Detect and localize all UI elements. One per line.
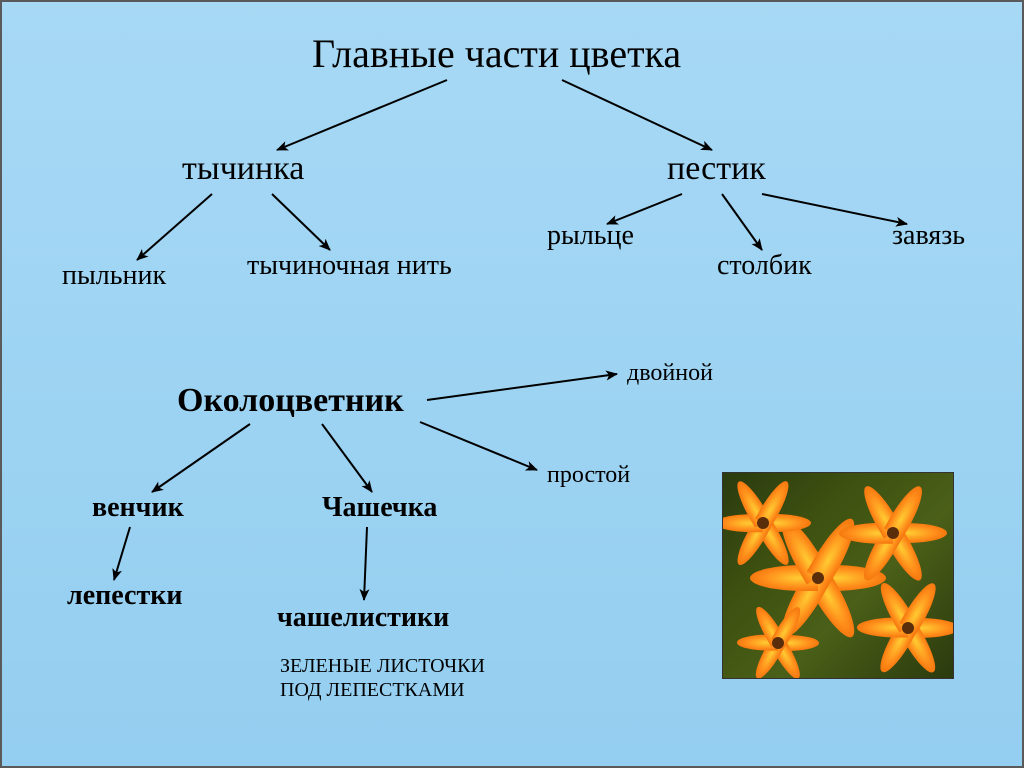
node-chashechka: Чашечка xyxy=(322,492,437,524)
node-zavyaz: завязь xyxy=(892,220,965,252)
slide-title: Главные части цветка xyxy=(312,30,681,77)
arrow-3 xyxy=(272,194,330,250)
slide-canvas: Главные части цветка тычинка пестик пыльни… xyxy=(0,0,1024,768)
flower-center xyxy=(812,572,824,584)
arrow-6 xyxy=(762,194,907,224)
node-dvoynoy: двойной xyxy=(627,360,713,387)
arrow-10 xyxy=(420,422,537,470)
flower-center xyxy=(772,637,784,649)
node-caption1: ЗЕЛЕНЫЕ ЛИСТОЧКИ xyxy=(280,654,485,678)
flower-center xyxy=(757,517,769,529)
node-pylnik: пыльник xyxy=(62,260,166,292)
arrow-5 xyxy=(722,194,762,250)
node-stolbik: столбик xyxy=(717,250,812,282)
arrow-7 xyxy=(427,374,617,400)
arrow-8 xyxy=(152,424,250,492)
arrow-1 xyxy=(562,80,712,150)
node-prostoy: простой xyxy=(547,462,630,489)
node-ryltse: рыльце xyxy=(547,220,634,252)
node-okolo: Околоцветник xyxy=(177,382,404,420)
arrow-9 xyxy=(322,424,372,492)
node-lepestki: лепестки xyxy=(67,580,183,612)
node-tych_nit: тычиночная нить xyxy=(247,250,452,282)
node-pestik: пестик xyxy=(667,150,766,188)
node-chashelist: чашелистики xyxy=(277,602,449,634)
flower-center xyxy=(887,527,899,539)
arrow-11 xyxy=(114,527,130,580)
node-caption2: ПОД ЛЕПЕСТКАМИ xyxy=(280,678,465,702)
node-venchik: венчик xyxy=(92,492,184,524)
arrow-0 xyxy=(277,80,447,150)
flower-center xyxy=(902,622,914,634)
flower-image xyxy=(722,472,954,679)
arrow-12 xyxy=(364,527,367,600)
arrow-2 xyxy=(137,194,212,260)
node-tychinka: тычинка xyxy=(182,150,304,188)
